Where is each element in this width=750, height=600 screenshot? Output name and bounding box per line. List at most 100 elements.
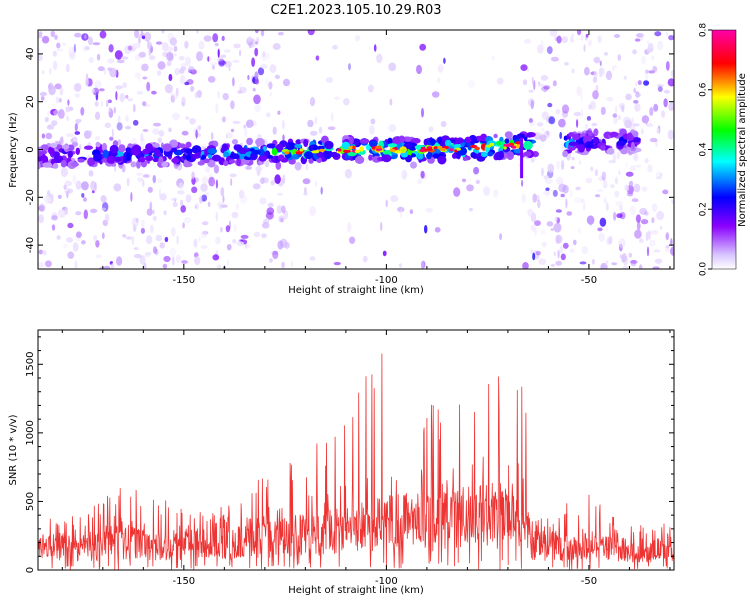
noise-blob — [159, 193, 167, 201]
noise-blob — [538, 258, 547, 266]
noise-blob — [217, 48, 220, 58]
noise-blob — [251, 57, 256, 67]
noise-blob — [51, 224, 56, 231]
noise-blob — [425, 208, 434, 213]
signal-blob — [426, 152, 432, 160]
noise-blob — [621, 255, 625, 263]
signal-peak — [337, 148, 342, 152]
noise-blob — [284, 241, 290, 249]
noise-blob — [540, 75, 549, 81]
noise-blob — [226, 244, 232, 251]
noise-blob — [655, 140, 658, 148]
signal-blob — [136, 160, 141, 169]
signal-blob — [584, 135, 593, 143]
noise-blob — [633, 100, 639, 104]
noise-blob — [125, 125, 131, 130]
noise-blob — [521, 179, 524, 187]
noise-blob — [168, 73, 173, 82]
noise-blob — [125, 94, 129, 99]
noise-blob — [101, 232, 105, 239]
noise-blob — [276, 205, 282, 214]
noise-blob — [267, 202, 274, 208]
signal-peak — [389, 148, 396, 152]
signal-blob — [348, 136, 354, 145]
noise-blob — [272, 43, 281, 50]
signal-blob — [593, 128, 599, 137]
noise-blob — [588, 104, 592, 110]
noise-blob — [149, 224, 154, 234]
noise-blob — [367, 84, 374, 93]
noise-blob — [108, 107, 112, 113]
noise-blob — [65, 106, 71, 113]
signal-peak — [299, 148, 304, 152]
noise-blob — [142, 129, 149, 132]
signal-blob — [467, 142, 472, 151]
noise-blob — [543, 175, 550, 180]
noise-blob — [163, 255, 171, 263]
noise-blob — [141, 63, 149, 72]
noise-blob — [667, 78, 674, 87]
noise-blob — [593, 56, 601, 64]
noise-blob — [127, 98, 133, 102]
signal-blob — [308, 145, 315, 152]
noise-blob — [74, 93, 81, 98]
noise-blob — [579, 159, 581, 165]
noise-blob — [56, 42, 61, 49]
noise-blob — [597, 227, 603, 232]
noise-blob — [262, 51, 266, 58]
noise-blob — [84, 46, 90, 51]
signal-blob — [162, 143, 172, 152]
noise-blob — [643, 80, 650, 86]
noise-blob — [333, 261, 341, 266]
noise-blob — [622, 265, 629, 269]
noise-blob — [277, 31, 284, 36]
noise-blob — [100, 195, 107, 203]
y-tick-label: 40 — [25, 48, 36, 61]
noise-blob — [193, 238, 198, 248]
noise-blob — [239, 49, 242, 57]
noise-blob — [156, 70, 162, 76]
noise-blob — [200, 183, 208, 192]
noise-blob — [111, 262, 115, 269]
noise-blob — [536, 122, 544, 127]
signal-blob — [60, 160, 67, 168]
signal-blob — [101, 142, 107, 152]
noise-blob — [631, 117, 634, 125]
noise-blob — [665, 248, 669, 252]
noise-blob — [599, 217, 607, 227]
noise-blob — [138, 51, 146, 58]
colorbar: 0.0 0.2 0.4 0.6 0.8 Normalized spectral ampl… — [699, 23, 749, 277]
noise-blob — [38, 54, 43, 62]
signal-blob — [403, 136, 412, 142]
noise-blob — [64, 180, 72, 187]
signal-blob — [354, 138, 359, 143]
noise-blob — [548, 116, 556, 125]
noise-blob — [466, 184, 474, 192]
noise-blob — [560, 193, 565, 198]
noise-blob — [631, 198, 639, 203]
noise-blob — [181, 96, 186, 107]
noise-blob — [618, 170, 621, 176]
noise-blob — [602, 180, 608, 189]
signal-peak — [343, 149, 351, 153]
noise-blob — [522, 262, 529, 269]
noise-blob — [610, 184, 615, 188]
noise-blob — [665, 245, 670, 249]
noise-blob — [141, 35, 146, 40]
noise-blob — [606, 237, 612, 245]
noise-blob — [473, 166, 480, 175]
noise-blob — [201, 176, 209, 185]
noise-blob — [530, 248, 534, 255]
signal-blob — [255, 138, 265, 147]
signal-peak — [348, 146, 353, 150]
noise-blob — [143, 32, 152, 42]
noise-blob — [634, 102, 641, 112]
noise-blob — [307, 30, 315, 36]
noise-blob — [221, 35, 225, 42]
noise-blob — [69, 51, 76, 60]
signal-blob — [145, 143, 154, 152]
noise-blob — [65, 63, 70, 73]
noise-blob — [644, 158, 649, 164]
signal-blob — [369, 140, 378, 146]
noise-blob — [136, 90, 144, 95]
